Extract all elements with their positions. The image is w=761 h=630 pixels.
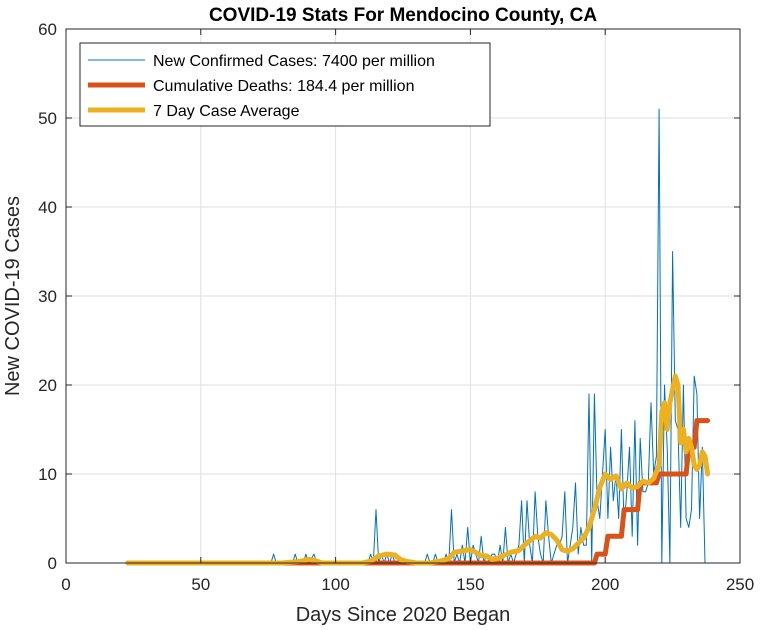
legend-box xyxy=(79,42,491,127)
y-axis-label: New COVID-19 Cases xyxy=(2,196,24,396)
x-axis-label: Days Since 2020 Began xyxy=(296,604,511,626)
legend-label-1: New Confirmed Cases: 7400 per million xyxy=(153,53,435,70)
x-tick-label: 50 xyxy=(191,575,210,594)
y-tick-label: 10 xyxy=(38,465,57,484)
x-tick-label: 0 xyxy=(61,575,70,594)
series-line-3 xyxy=(125,373,711,566)
y-tick-label: 20 xyxy=(38,376,57,395)
legend: New Confirmed Cases: 7400 per million Cum… xyxy=(79,42,491,127)
x-tick-label: 150 xyxy=(456,575,484,594)
y-tick-label: 30 xyxy=(38,287,57,306)
legend-label-3: 7 Day Case Average xyxy=(153,103,300,120)
axis-ticks: 0 50 100 150 200 250 0 10 20 30 40 50 60 xyxy=(38,20,754,594)
chart-title: COVID-19 Stats For Mendocino County, CA xyxy=(209,5,597,26)
y-tick-label: 60 xyxy=(38,20,57,39)
x-tick-label: 200 xyxy=(591,575,619,594)
y-tick-label: 40 xyxy=(38,198,57,217)
x-tick-label: 100 xyxy=(321,575,349,594)
y-tick-label: 50 xyxy=(38,109,57,128)
y-tick-label: 0 xyxy=(48,554,57,573)
legend-label-2: Cumulative Deaths: 184.4 per million xyxy=(153,78,414,95)
x-tick-label: 250 xyxy=(726,575,754,594)
